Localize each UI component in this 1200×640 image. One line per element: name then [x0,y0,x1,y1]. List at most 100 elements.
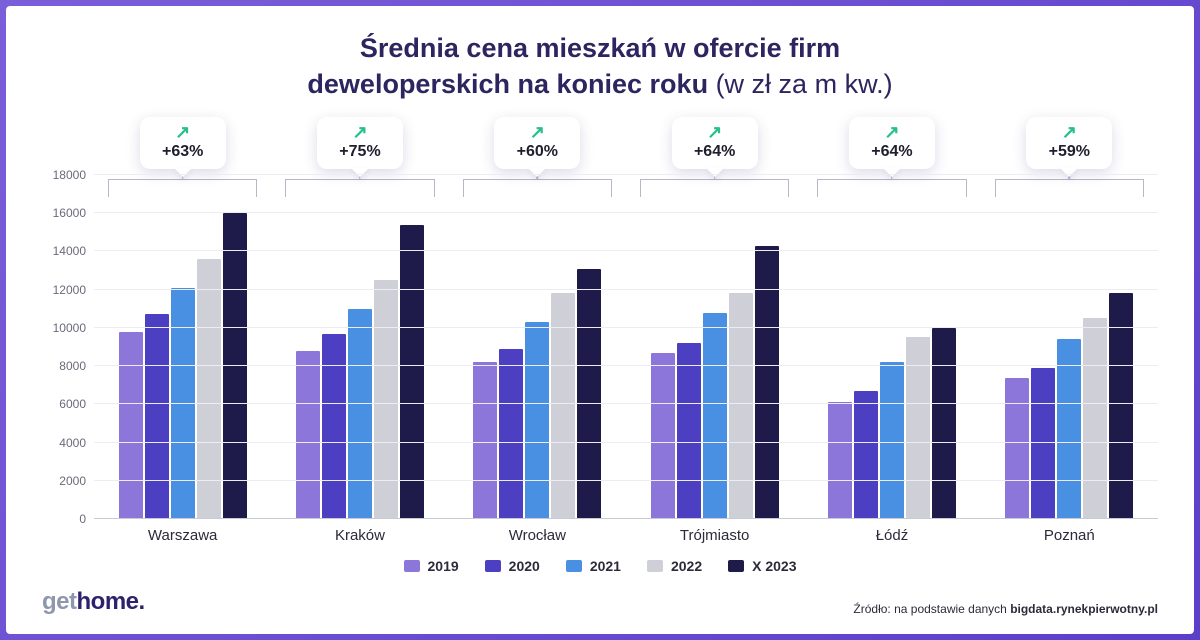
bar [828,402,852,519]
bar [755,246,779,519]
up-arrow-icon: ↗ [707,123,722,141]
brand-dot: . [139,588,145,616]
grid-line [94,327,1158,328]
delta-callout: ↗ +59% [1026,117,1112,169]
up-arrow-icon: ↗ [884,123,899,141]
bar [296,351,320,519]
legend-label: 2022 [671,558,702,574]
grid-line [94,250,1158,251]
grid-line [94,289,1158,290]
footer: gethome. Źródło: na podstawie danych big… [42,588,1158,616]
bar-group: ↗+64% [626,175,803,519]
bar [525,322,549,519]
y-tick-label: 16000 [53,206,86,220]
up-arrow-icon: ↗ [1062,123,1077,141]
bar [1005,378,1029,519]
legend: 2019 2020 2021 2022 X 2023 [42,558,1158,574]
gradient-frame: Średnia cena mieszkań w ofercie firm dew… [0,0,1200,640]
x-label: Trójmiasto [626,527,803,544]
delta-callout: ↗ +60% [494,117,580,169]
grid-line [94,442,1158,443]
title-line2-bold: deweloperskich na koniec roku [307,69,708,99]
bar-group: ↗+60% [449,175,626,519]
source-prefix: Źródło: na podstawie danych [853,602,1010,616]
x-label: Łódź [803,527,980,544]
legend-swatch [647,560,663,572]
bar [932,328,956,519]
legend-label: 2021 [590,558,621,574]
delta-percent: +64% [871,143,912,161]
bar [1057,339,1081,519]
y-tick-label: 14000 [53,244,86,258]
y-tick-label: 6000 [59,397,86,411]
bar-group: ↗+64% [803,175,980,519]
bar [145,314,169,519]
bar [651,353,675,519]
legend-label: X 2023 [752,558,796,574]
bar [854,391,878,519]
delta-callout: ↗ +64% [849,117,935,169]
bar [223,213,247,519]
delta-percent: +64% [694,143,735,161]
bracket [463,179,612,197]
y-tick-label: 8000 [59,359,86,373]
up-arrow-icon: ↗ [175,123,190,141]
bar [1031,368,1055,519]
y-axis: 0200040006000800010000120001400016000180… [42,175,94,519]
legend-label: 2020 [509,558,540,574]
bar [400,225,424,519]
chart-wrap: 0200040006000800010000120001400016000180… [42,175,1158,519]
bar [499,349,523,519]
plot-area: ↗+63%↗+75%↗+60%↗+64%↗+64%↗+59% [94,175,1158,519]
bar [322,334,346,519]
bracket [817,179,966,197]
delta-percent: +63% [162,143,203,161]
bar [119,332,143,519]
x-label: Kraków [271,527,448,544]
legend-item: 2020 [485,558,540,574]
title-line1: Średnia cena mieszkań w ofercie firm [360,33,840,63]
bracket [995,179,1144,197]
x-label: Poznań [981,527,1158,544]
y-tick-label: 0 [79,512,86,526]
legend-swatch [728,560,744,572]
delta-percent: +59% [1049,143,1090,161]
bar-group: ↗+75% [271,175,448,519]
bracket [108,179,257,197]
grid-line [94,480,1158,481]
x-label: Warszawa [94,527,271,544]
baseline [94,518,1158,519]
y-tick-label: 18000 [53,168,86,182]
legend-label: 2019 [428,558,459,574]
brand-home: home [77,588,139,616]
grid-line [94,212,1158,213]
card: Średnia cena mieszkań w ofercie firm dew… [6,6,1194,634]
source-text: Źródło: na podstawie danych bigdata.ryne… [853,602,1158,616]
bar [577,269,601,519]
bracket [285,179,434,197]
bar [703,313,727,519]
y-tick-label: 10000 [53,321,86,335]
delta-percent: +75% [339,143,380,161]
grid-line [94,403,1158,404]
delta-callout: ↗ +64% [672,117,758,169]
delta-percent: +60% [517,143,558,161]
bar [1083,318,1107,519]
legend-swatch [404,560,420,572]
grid-line [94,174,1158,175]
chart-region: 0200040006000800010000120001400016000180… [42,109,1158,544]
legend-item: 2021 [566,558,621,574]
source-bold: bigdata.rynekpierwotny.pl [1010,602,1158,616]
brand-get: get [42,588,77,616]
grid-line [94,365,1158,366]
up-arrow-icon: ↗ [530,123,545,141]
bar [677,343,701,519]
legend-swatch [485,560,501,572]
title-line2-light: (w zł za m kw.) [708,69,893,99]
bar-group: ↗+63% [94,175,271,519]
delta-callout: ↗ +63% [140,117,226,169]
x-label: Wrocław [449,527,626,544]
legend-item: 2022 [647,558,702,574]
bar-groups: ↗+63%↗+75%↗+60%↗+64%↗+64%↗+59% [94,175,1158,519]
y-tick-label: 4000 [59,436,86,450]
